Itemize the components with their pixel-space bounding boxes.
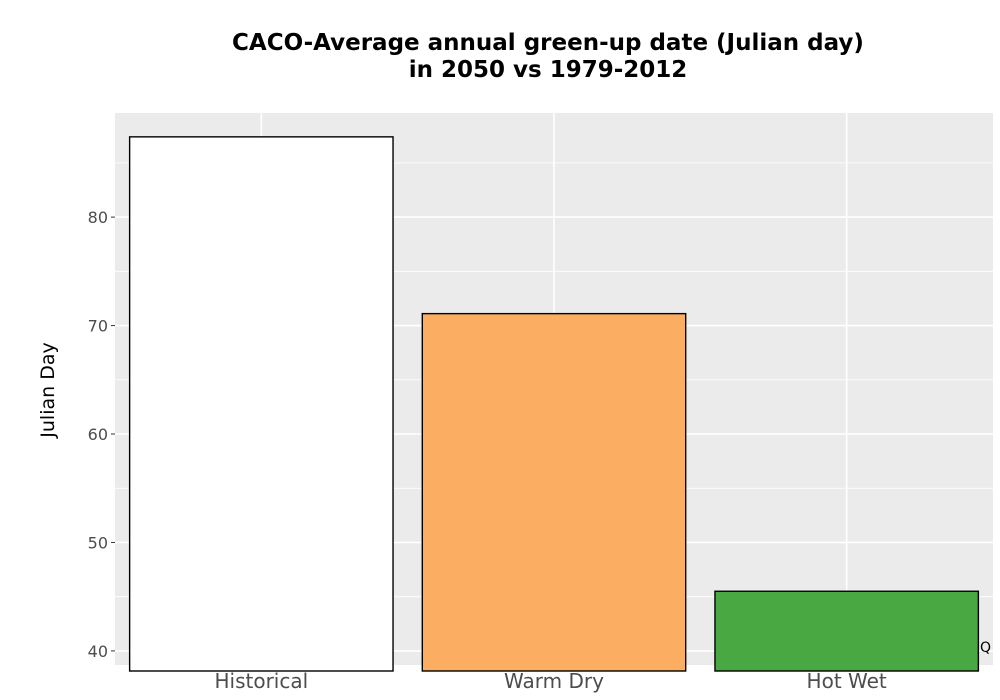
- y-axis: 40 50 60 70 80: [88, 208, 115, 661]
- chart-title: CACO-Average annual green-up date (Julia…: [100, 30, 996, 84]
- x-tick-label: Hot Wet: [807, 669, 887, 693]
- x-tick-label: Historical: [214, 669, 308, 693]
- y-tick-label: 50: [88, 533, 108, 552]
- corner-mark: Q: [980, 640, 992, 656]
- y-tick-label: 70: [88, 317, 108, 336]
- x-axis: Historical Warm Dry Hot Wet: [214, 669, 886, 693]
- bar-warm-dry: [421, 312, 687, 672]
- chart-title-line-2: in 2050 vs 1979-2012: [408, 57, 688, 83]
- y-tick-label: 80: [88, 208, 108, 227]
- chart-title-line-1: CACO-Average annual green-up date (Julia…: [232, 30, 864, 56]
- bar-hot-wet: [714, 590, 980, 672]
- bars: [128, 136, 980, 672]
- y-tick-label: 60: [88, 425, 108, 444]
- bar-historical: [128, 136, 394, 672]
- x-tick-label: Warm Dry: [504, 669, 604, 693]
- y-tick-label: 40: [88, 642, 108, 661]
